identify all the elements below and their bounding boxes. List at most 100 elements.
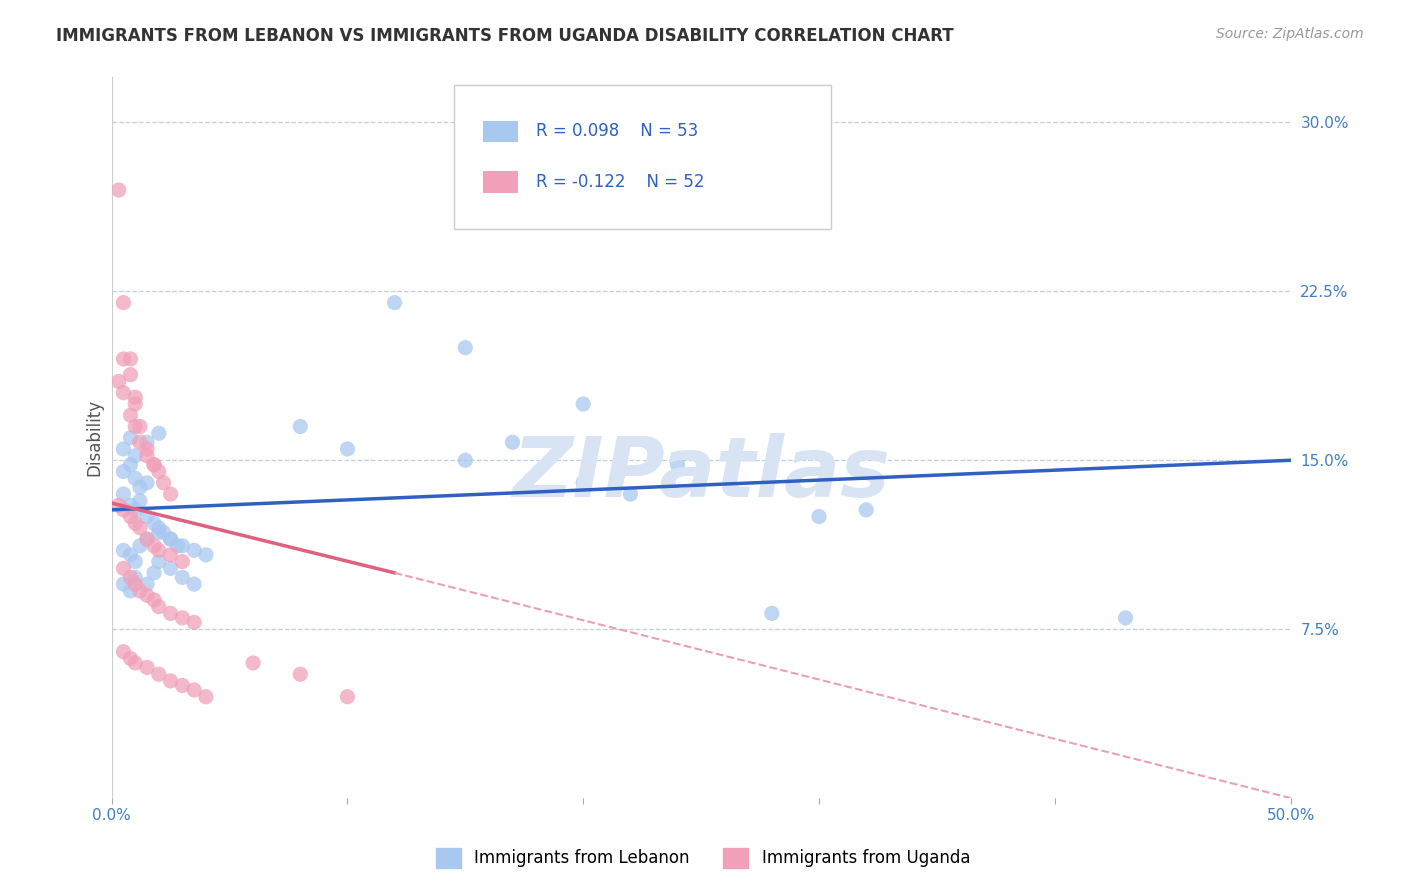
Point (855, 503, 877, 517)
Point (183, 683, 205, 698)
Text: Source: ZipAtlas.com: Source: ZipAtlas.com (1216, 27, 1364, 41)
Point (124, 397, 146, 411)
Point (148, 465, 170, 479)
Point (152, 475, 174, 490)
Point (159, 548, 181, 562)
Point (454, 341, 477, 355)
Point (143, 458, 166, 472)
Point (136, 442, 159, 456)
Point (336, 690, 359, 704)
Point (120, 368, 142, 382)
Point (124, 577, 146, 591)
Point (1115, 611, 1137, 625)
Text: IMMIGRANTS FROM LEBANON VS IMMIGRANTS FROM UGANDA DISABILITY CORRELATION CHART: IMMIGRANTS FROM LEBANON VS IMMIGRANTS FR… (56, 27, 953, 45)
Point (124, 503, 146, 517)
Point (136, 475, 159, 490)
Point (124, 471, 146, 485)
Point (666, 458, 689, 472)
Point (136, 449, 159, 463)
Point (454, 453, 477, 467)
Point (136, 532, 159, 546)
Text: ZIPatlas: ZIPatlas (512, 434, 890, 515)
Point (124, 555, 146, 569)
Point (129, 583, 152, 598)
Point (124, 570, 146, 584)
Point (107, 183, 129, 197)
Point (129, 419, 152, 434)
Point (183, 543, 205, 558)
Point (290, 667, 312, 681)
Point (159, 487, 181, 501)
Point (183, 615, 205, 630)
Point (112, 503, 135, 517)
Point (129, 493, 152, 508)
Point (143, 566, 166, 580)
Point (148, 426, 170, 441)
Point (112, 351, 135, 366)
Point (172, 539, 194, 553)
Point (159, 532, 181, 546)
Point (112, 385, 135, 400)
Point (572, 475, 595, 490)
Point (124, 656, 146, 670)
Point (148, 555, 170, 569)
Point (143, 458, 166, 472)
Point (136, 588, 159, 602)
Point (384, 295, 406, 310)
Point (120, 431, 142, 445)
Point (143, 516, 166, 531)
Point (124, 419, 146, 434)
Point (143, 593, 166, 607)
Point (143, 539, 166, 553)
Point (159, 607, 181, 621)
Point (761, 607, 783, 621)
Point (136, 435, 159, 450)
Point (120, 548, 142, 562)
Point (124, 516, 146, 531)
Point (129, 521, 152, 535)
Point (159, 673, 181, 688)
Point (808, 509, 831, 524)
Point (242, 656, 264, 670)
Point (107, 375, 129, 389)
Point (172, 678, 194, 692)
Point (194, 548, 217, 562)
Point (120, 583, 142, 598)
FancyBboxPatch shape (454, 85, 831, 228)
FancyBboxPatch shape (484, 171, 519, 193)
Point (120, 651, 142, 665)
Point (148, 525, 170, 540)
Point (112, 645, 135, 659)
Point (136, 532, 159, 546)
Point (112, 295, 135, 310)
Point (501, 435, 523, 450)
Point (136, 509, 159, 524)
Point (120, 570, 142, 584)
Point (112, 465, 135, 479)
Point (152, 525, 174, 540)
Point (619, 487, 641, 501)
Point (572, 397, 595, 411)
Y-axis label: Disability: Disability (86, 400, 103, 476)
Point (120, 458, 142, 472)
Point (129, 539, 152, 553)
Point (129, 435, 152, 450)
Point (172, 555, 194, 569)
Point (336, 442, 359, 456)
Point (159, 561, 181, 575)
Point (148, 543, 170, 558)
Point (112, 442, 135, 456)
Point (148, 521, 170, 535)
Text: R = 0.098    N = 53: R = 0.098 N = 53 (536, 122, 699, 140)
Point (112, 561, 135, 575)
Point (120, 498, 142, 512)
Point (120, 509, 142, 524)
Point (129, 480, 152, 494)
Point (112, 577, 135, 591)
Point (112, 543, 135, 558)
Point (120, 409, 142, 423)
Point (120, 351, 142, 366)
Legend: Immigrants from Lebanon, Immigrants from Uganda: Immigrants from Lebanon, Immigrants from… (429, 841, 977, 875)
Point (124, 449, 146, 463)
Point (194, 690, 217, 704)
